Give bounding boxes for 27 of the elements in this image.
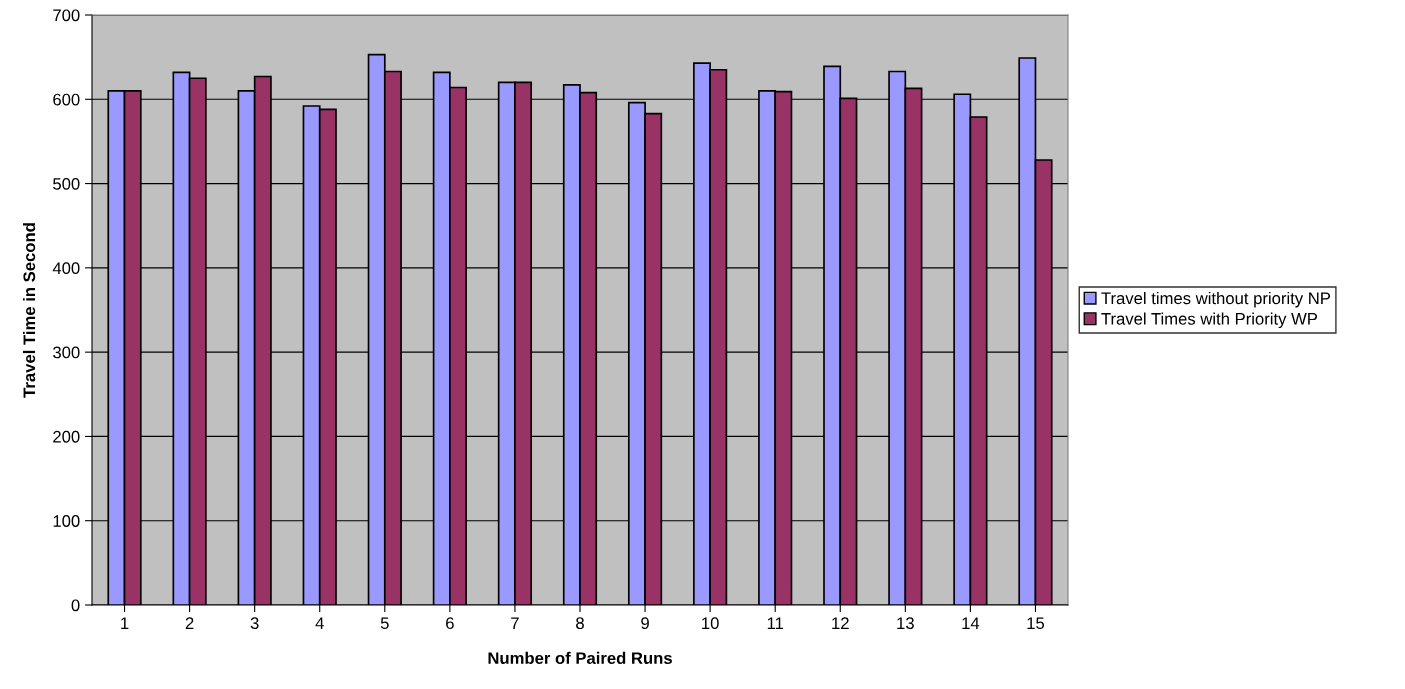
y-tick-label: 500 xyxy=(53,177,80,190)
x-tick-label: 7 xyxy=(511,617,519,629)
x-tick-label: 2 xyxy=(185,617,194,629)
x-tick-label: 5 xyxy=(380,617,389,630)
y-tick-label: 100 xyxy=(53,515,80,527)
x-tick-label: 13 xyxy=(897,617,914,630)
y-tick-label: 400 xyxy=(52,262,80,275)
x-tick-label: 3 xyxy=(250,617,259,630)
x-tick-label: 10 xyxy=(702,617,719,630)
y-tick-label: 700 xyxy=(53,9,80,22)
x-tick-label: 6 xyxy=(446,617,454,630)
x-tick-label: 12 xyxy=(832,617,849,629)
legend-label: Travel Times with Priority WP xyxy=(1101,312,1318,329)
legend-label: Travel times without priority NP xyxy=(1101,291,1331,308)
x-axis-title: Number of Paired Runs xyxy=(488,651,672,665)
y-axis-title: Travel Time in Second xyxy=(22,223,36,398)
y-tick-label: 300 xyxy=(53,346,80,359)
y-tick-label: 200 xyxy=(53,430,80,443)
x-tick-label: 8 xyxy=(576,617,584,630)
x-tick-label: 1 xyxy=(121,617,129,629)
x-tick-label: 14 xyxy=(962,617,980,629)
y-tick-label: 600 xyxy=(53,93,80,106)
x-tick-label: 15 xyxy=(1027,617,1045,630)
x-tick-label: 11 xyxy=(767,617,784,629)
x-tick-label: 4 xyxy=(315,617,324,629)
y-tick-label: 0 xyxy=(71,599,80,612)
x-tick-label: 9 xyxy=(641,617,649,630)
